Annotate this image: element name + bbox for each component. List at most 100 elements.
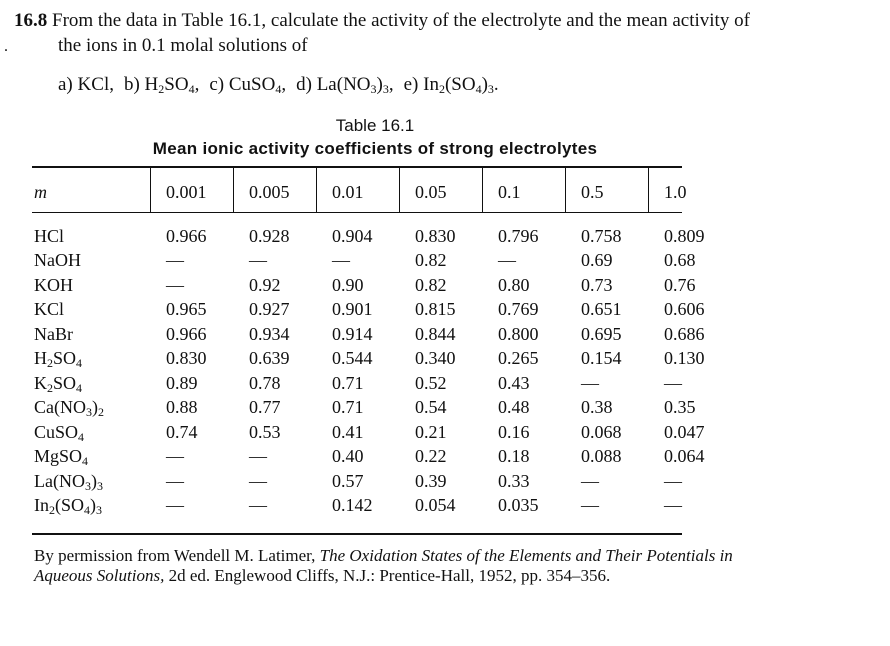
header-cell: 0.001 (166, 181, 207, 202)
problem-item-label: a) (58, 74, 78, 95)
coefficient-cell: 0.73 (581, 274, 613, 295)
electrolyte-name: MgSO4 (34, 446, 89, 469)
table-caption: Table 16.1 (335, 116, 415, 135)
coefficient-cell: 0.57 (332, 470, 364, 491)
coefficient-cell: 0.928 (249, 225, 290, 246)
header-spacer (32, 212, 733, 224)
header-separator (648, 168, 649, 212)
electrolyte-name: KCl (34, 299, 65, 320)
coefficient-cell: 0.830 (166, 348, 207, 369)
problem-item-b: b) H2SO4, (124, 74, 199, 95)
coefficient-cell: — (249, 470, 267, 491)
activity-table: m 0.001 0.005 0.01 0.05 0.1 0.5 1.0 HCl 0.966 0.92… (32, 172, 733, 518)
coefficient-cell: 0.48 (498, 397, 530, 418)
coefficient-cell: 0.16 (498, 421, 530, 442)
problem-item-formula: CuSO4, (228, 74, 287, 96)
header-separator (150, 168, 151, 212)
coefficient-cell: — (249, 446, 267, 467)
table-header-rule (32, 212, 682, 213)
coefficient-cell: — (498, 250, 516, 271)
problem-item-a: a) KCl, (58, 74, 114, 95)
coefficient-cell: 0.914 (332, 323, 373, 344)
electrolyte-name: NaOH (34, 250, 81, 271)
problem-number: 16.8 (14, 10, 48, 31)
header-cell: 0.5 (581, 181, 604, 202)
coefficient-cell: 0.606 (664, 299, 705, 320)
table-row: In2(SO4)3 — — 0.142 0.054 0.035 — — (32, 494, 733, 519)
coefficient-cell: 0.154 (581, 348, 622, 369)
problem-items: a) KCl, b) H2SO4, c) CuSO4, d) La(NO3)3, e) … (14, 72, 874, 97)
coefficient-cell: — (664, 495, 682, 516)
coefficient-cell: — (581, 372, 599, 393)
coefficient-cell: 0.904 (332, 225, 373, 246)
coefficient-cell: 0.815 (415, 299, 456, 320)
coefficient-cell: 0.901 (332, 299, 373, 320)
coefficient-cell: 0.265 (498, 348, 539, 369)
coefficient-cell: 0.82 (415, 250, 447, 271)
coefficient-cell: 0.89 (166, 372, 198, 393)
coefficient-cell: 0.769 (498, 299, 539, 320)
coefficient-cell: 0.142 (332, 495, 373, 516)
coefficient-cell: 0.80 (498, 274, 530, 295)
coefficient-cell: 0.844 (415, 323, 456, 344)
coefficient-cell: 0.77 (249, 397, 281, 418)
header-cell: 0.05 (415, 181, 447, 202)
coefficient-cell: 0.71 (332, 372, 364, 393)
coefficient-cell: — (166, 446, 184, 467)
problem-item-label: b) (123, 74, 145, 95)
coefficient-cell: 0.054 (415, 495, 456, 516)
problem-item-e: e) In2(SO4)3. (404, 74, 499, 95)
coefficient-cell: 0.39 (415, 470, 447, 491)
coefficient-cell: 0.43 (498, 372, 530, 393)
coefficient-cell: — (332, 250, 350, 271)
source-credit: By permission from Wendell M. Latimer, T… (34, 546, 734, 586)
coefficient-cell: 0.54 (415, 397, 447, 418)
header-cell: 1.0 (664, 181, 687, 202)
coefficient-cell: 0.639 (249, 348, 290, 369)
coefficient-cell: — (664, 470, 682, 491)
coefficient-cell: 0.68 (664, 250, 696, 271)
coefficient-cell: — (166, 470, 184, 491)
table-row: KOH — 0.92 0.90 0.82 0.80 0.73 0.76 (32, 273, 733, 298)
table-top-rule (32, 166, 682, 168)
coefficient-cell: 0.686 (664, 323, 705, 344)
credit-book-title: The Oxidation States of the Elements and… (34, 546, 733, 585)
coefficient-cell: 0.340 (415, 348, 456, 369)
electrolyte-name: CuSO4 (34, 421, 85, 444)
credit-prefix: By permission from Wendell M. Latimer, (34, 546, 320, 565)
coefficient-cell: 0.88 (166, 397, 198, 418)
electrolyte-name: In2(SO4)3 (34, 495, 103, 518)
electrolyte-name: NaBr (34, 323, 74, 344)
coefficient-cell: — (581, 495, 599, 516)
problem-item-formula: La(NO3)3, (316, 74, 394, 96)
coefficient-cell: 0.800 (498, 323, 539, 344)
coefficient-cell: 0.088 (581, 446, 622, 467)
problem-item-label: e) (403, 74, 424, 95)
coefficient-cell: 0.21 (415, 421, 447, 442)
table-title: Mean ionic activity coefficients of stro… (152, 139, 598, 158)
credit-suffix: 2d ed. Englewood Cliffs, N.J.: Prentice-… (164, 566, 611, 585)
table-row: Ca(NO3)2 0.88 0.77 0.71 0.54 0.48 0.38 0.35 (32, 396, 733, 421)
coefficient-cell: — (664, 372, 682, 393)
table-row: K2SO4 0.89 0.78 0.71 0.52 0.43 — — (32, 371, 733, 396)
header-separator (233, 168, 234, 212)
coefficient-cell: 0.544 (332, 348, 373, 369)
coefficient-cell: 0.927 (249, 299, 290, 320)
electrolyte-name: HCl (34, 225, 65, 246)
coefficient-cell: — (249, 250, 267, 271)
coefficient-cell: 0.651 (581, 299, 622, 320)
table-bottom-rule (32, 533, 682, 535)
electrolyte-name: H2SO4 (34, 348, 83, 371)
coefficient-cell: 0.18 (498, 446, 530, 467)
problem-line-2: the ions in 0.1 molal solutions of (58, 35, 308, 56)
header-cell: 0.1 (498, 181, 521, 202)
table-row: MgSO4 — — 0.40 0.22 0.18 0.088 0.064 (32, 445, 733, 470)
coefficient-cell: — (166, 495, 184, 516)
coefficient-cell: 0.22 (415, 446, 447, 467)
problem-item-formula: In2(SO4)3. (423, 74, 499, 96)
table-row: NaBr 0.966 0.934 0.914 0.844 0.800 0.695 0.686 (32, 322, 733, 347)
electrolyte-name: Ca(NO3)2 (34, 397, 105, 420)
coefficient-cell: 0.69 (581, 250, 613, 271)
electrolyte-name: KOH (34, 274, 73, 295)
coefficient-cell: 0.33 (498, 470, 530, 491)
